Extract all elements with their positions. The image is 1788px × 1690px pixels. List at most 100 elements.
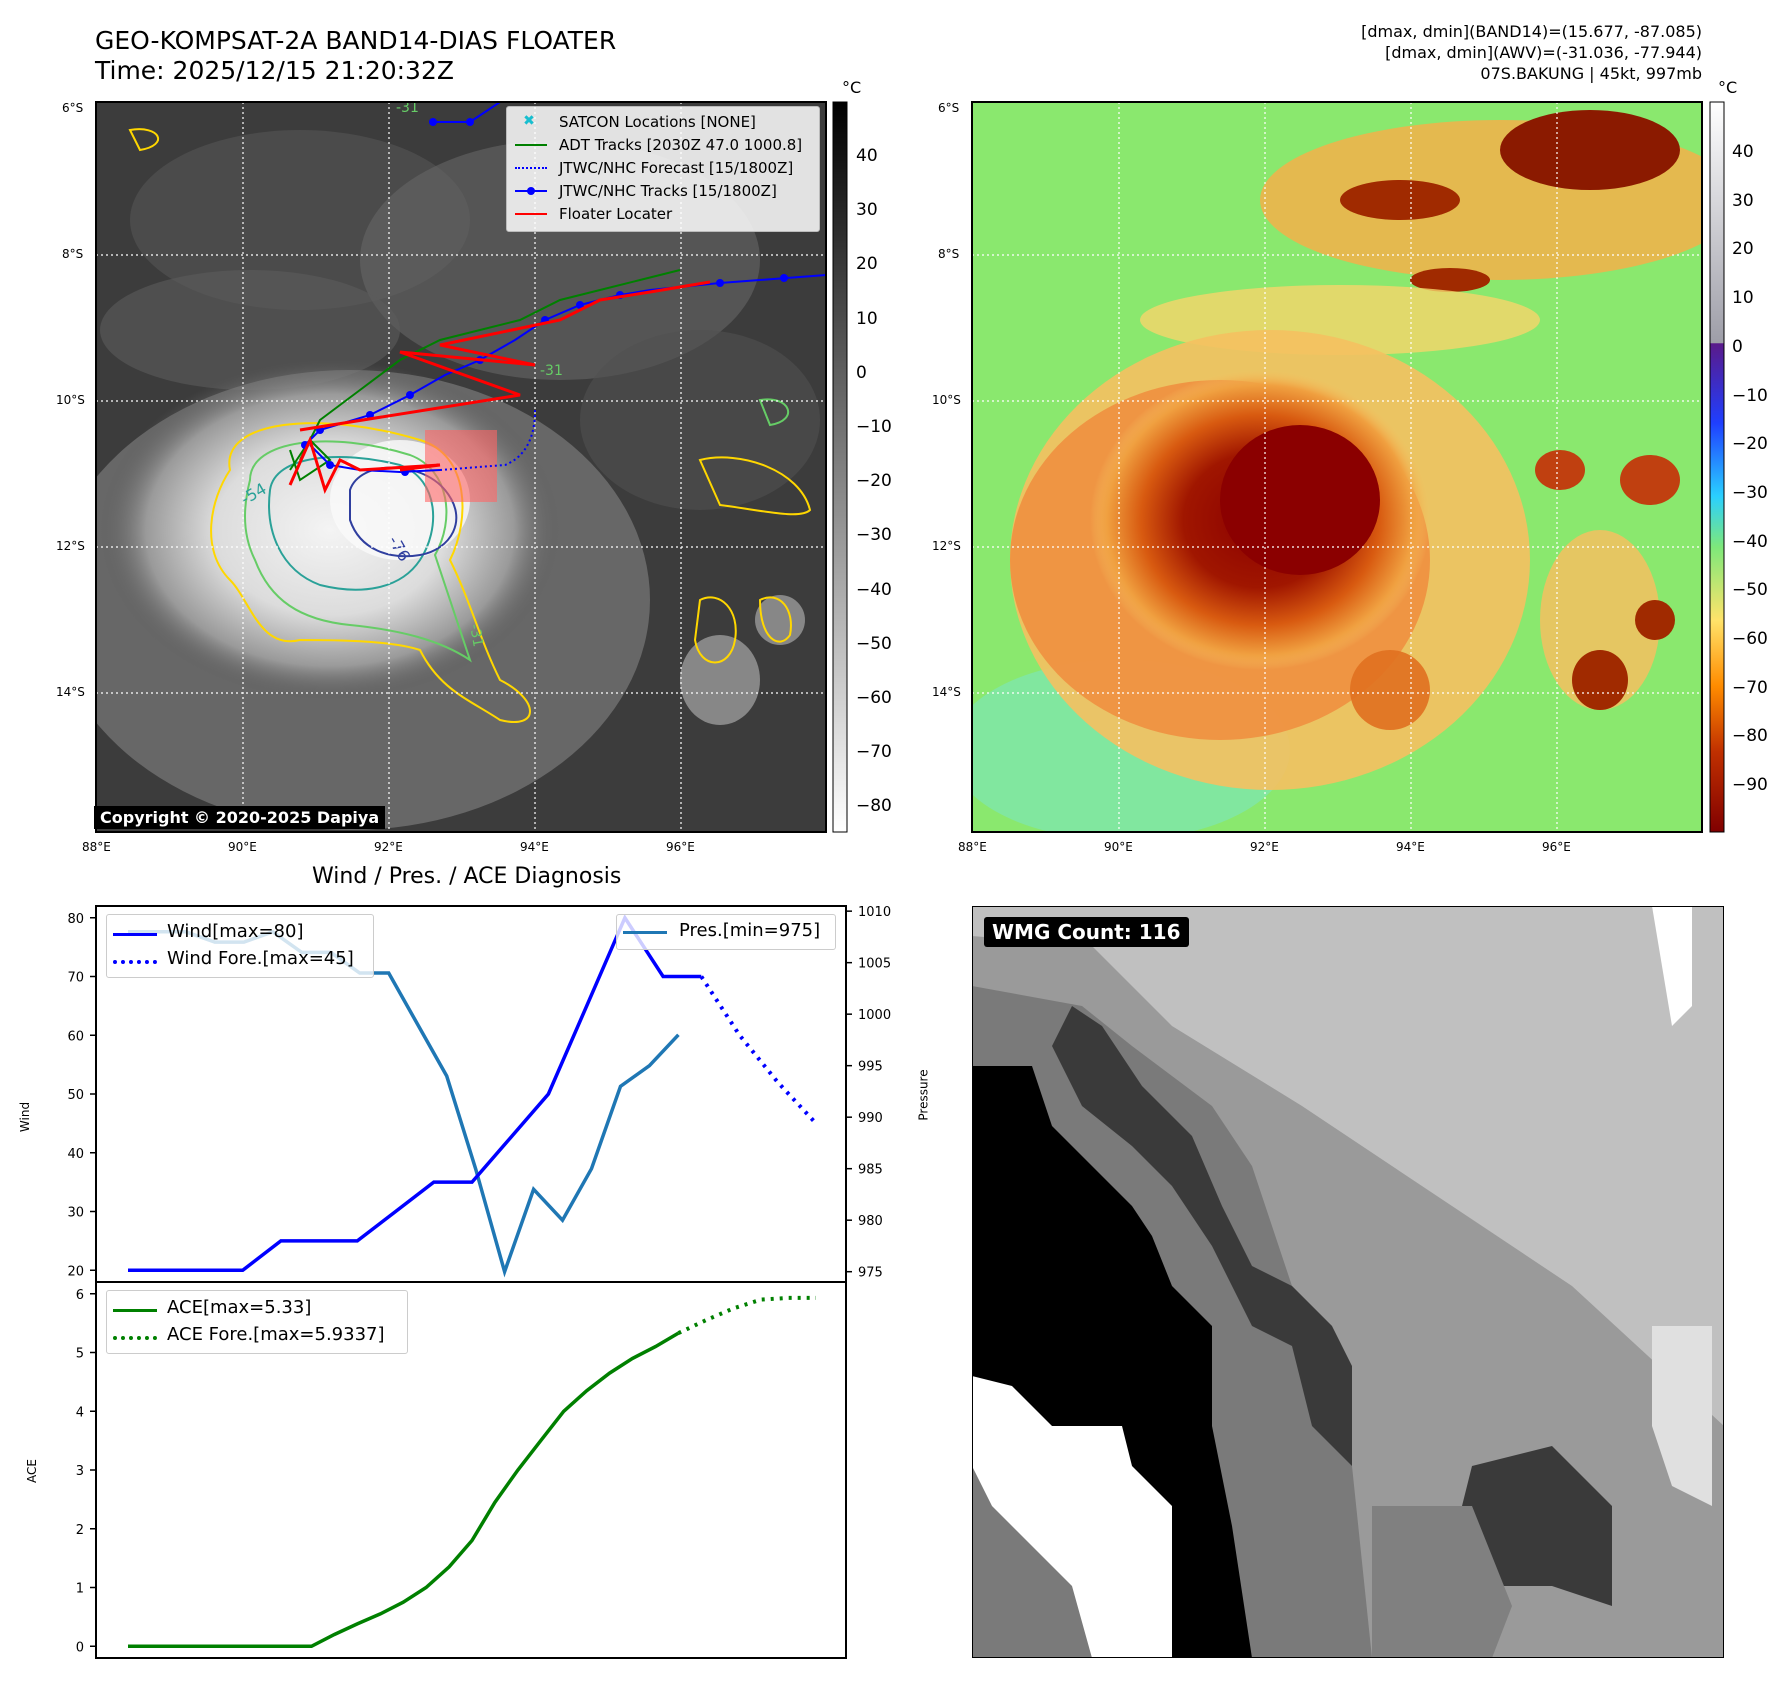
ace-fore-line-icon bbox=[113, 1336, 157, 1340]
ace-forecast-series-line bbox=[677, 1295, 816, 1335]
lon-label: 88°E bbox=[958, 840, 987, 854]
colorbar-tick-label: 40 bbox=[856, 146, 878, 166]
floater-line-icon bbox=[515, 213, 547, 215]
colorbar-tick-label: −10 bbox=[856, 417, 892, 437]
awv-imagery bbox=[972, 102, 1702, 832]
colorbar-tick-label: 30 bbox=[1732, 190, 1754, 211]
legend-ace-fore: ACE Fore.[max=5.9337] bbox=[167, 1324, 385, 1345]
figure-time: Time: 2025/12/15 21:20:32Z bbox=[95, 56, 454, 85]
lat-label: 12°S bbox=[56, 539, 85, 553]
lon-label: 94°E bbox=[520, 840, 549, 854]
adt-line-icon bbox=[515, 144, 547, 146]
track-dot-icon bbox=[527, 187, 535, 195]
colorbar-tick-label: −70 bbox=[1732, 677, 1768, 698]
colorbar-tick-label: 40 bbox=[1732, 142, 1754, 162]
lat-label: 8°S bbox=[62, 247, 84, 261]
legend-floater: Floater Locater bbox=[559, 205, 673, 223]
info-band14: [dmax, dmin](BAND14)=(15.677, -87.085) bbox=[1361, 22, 1702, 41]
lon-label: 92°E bbox=[1250, 840, 1279, 854]
colorbar-tick-label: 30 bbox=[856, 200, 878, 221]
colorbar-tick-label: −30 bbox=[856, 525, 892, 546]
lon-label: 90°E bbox=[228, 840, 257, 854]
lon-label: 94°E bbox=[1396, 840, 1425, 854]
colorbar-tick-label: −80 bbox=[1732, 726, 1768, 747]
colorbar-tick-label: −20 bbox=[856, 471, 892, 492]
ace-axis-label: ACE bbox=[24, 1459, 39, 1483]
diagnosis-title: Wind / Pres. / ACE Diagnosis bbox=[312, 864, 622, 889]
satcon-marker-icon: ✖ bbox=[523, 113, 535, 129]
axis-tick-label: 5 bbox=[76, 1347, 84, 1362]
axis-tick-label: 20 bbox=[67, 1264, 84, 1279]
lon-label: 92°E bbox=[374, 840, 403, 854]
lat-label: 14°S bbox=[932, 685, 961, 699]
axis-tick-label: 995 bbox=[858, 1060, 883, 1075]
lon-label: 96°E bbox=[666, 840, 695, 854]
forecast-line-icon bbox=[515, 167, 547, 169]
colorbar-tick-label: 0 bbox=[856, 362, 867, 383]
pressure-legend: Pres.[min=975] bbox=[616, 914, 836, 950]
figure-title: GEO-KOMPSAT-2A BAND14-DIAS FLOATER bbox=[95, 26, 617, 55]
lat-label: 8°S bbox=[938, 247, 960, 261]
ir-colorbar-unit: °C bbox=[842, 78, 862, 97]
axis-tick-label: 980 bbox=[858, 1214, 883, 1229]
info-awv: [dmax, dmin](AWV)=(-31.036, -77.944) bbox=[1385, 43, 1702, 62]
axis-tick-label: 70 bbox=[67, 971, 84, 986]
ace-line-icon bbox=[113, 1309, 157, 1312]
lat-label: 12°S bbox=[932, 539, 961, 553]
colorbar-tick-label: −10 bbox=[1732, 385, 1768, 406]
axis-tick-label: 1 bbox=[76, 1582, 84, 1597]
axis-tick-label: 30 bbox=[67, 1206, 84, 1221]
colorbar-tick-label: −80 bbox=[856, 796, 892, 817]
axis-tick-label: 1010 bbox=[858, 905, 891, 920]
lat-label: 10°S bbox=[932, 393, 961, 407]
colorbar-tick-label: −20 bbox=[1732, 434, 1768, 455]
lon-label: 88°E bbox=[82, 840, 111, 854]
lat-label: 10°S bbox=[56, 393, 85, 407]
lat-label: 6°S bbox=[938, 101, 960, 115]
lon-label: 96°E bbox=[1542, 840, 1571, 854]
colorbar-tick-label: 20 bbox=[856, 254, 878, 275]
wind-series-line bbox=[128, 914, 702, 1273]
pressure-axis-label: Pressure bbox=[916, 1069, 931, 1121]
wind-axis-label: Wind bbox=[18, 1101, 33, 1133]
wind-fore-line-icon bbox=[113, 960, 157, 964]
wind-forecast-series-line bbox=[699, 975, 818, 1125]
colorbar-tick-label: −90 bbox=[1732, 775, 1768, 796]
lat-label: 6°S bbox=[62, 101, 84, 115]
axis-tick-label: 1000 bbox=[858, 1008, 891, 1023]
colorbar-tick-label: 10 bbox=[856, 308, 878, 329]
axis-tick-label: 3 bbox=[76, 1464, 84, 1479]
legend-wind-fore: Wind Fore.[max=45] bbox=[167, 948, 354, 969]
pressure-line-icon bbox=[623, 931, 667, 934]
colorbar-tick-label: 10 bbox=[1732, 288, 1754, 309]
axis-tick-label: 985 bbox=[858, 1163, 883, 1178]
lat-label: 14°S bbox=[56, 685, 85, 699]
wmg-count-label: WMG Count: 116 bbox=[984, 917, 1189, 947]
ace-legend: ACE[max=5.33] ACE Fore.[max=5.9337] bbox=[106, 1290, 408, 1354]
contour-label: -31 bbox=[396, 100, 419, 116]
axis-tick-label: 0 bbox=[76, 1640, 84, 1655]
axis-tick-label: 60 bbox=[67, 1029, 84, 1044]
colorbar-tick-label: −40 bbox=[1732, 531, 1768, 552]
legend-adt: ADT Tracks [2030Z 47.0 1000.8] bbox=[559, 136, 803, 154]
ace-series-line bbox=[128, 1331, 680, 1649]
colorbar-tick-label: −30 bbox=[1732, 482, 1768, 503]
axis-tick-label: 4 bbox=[76, 1405, 84, 1420]
axis-tick-label: 40 bbox=[67, 1147, 84, 1162]
colorbar-tick-label: 0 bbox=[1732, 336, 1743, 357]
legend-ace: ACE[max=5.33] bbox=[167, 1297, 312, 1318]
legend-wind: Wind[max=80] bbox=[167, 921, 304, 942]
colorbar-tick-label: −50 bbox=[1732, 580, 1768, 601]
axis-tick-label: 1005 bbox=[858, 957, 891, 972]
colorbar-tick-label: −70 bbox=[856, 742, 892, 763]
axis-tick-label: 2 bbox=[76, 1523, 84, 1538]
colorbar-tick-label: −60 bbox=[856, 688, 892, 708]
colorbar-tick-label: −50 bbox=[856, 633, 892, 654]
wmg-panel bbox=[972, 906, 1724, 1658]
legend-forecast: JTWC/NHC Forecast [15/1800Z] bbox=[559, 159, 794, 177]
legend-satcon: SATCON Locations [NONE] bbox=[559, 113, 756, 131]
info-storm: 07S.BAKUNG | 45kt, 997mb bbox=[1480, 64, 1702, 83]
axis-tick-label: 990 bbox=[858, 1111, 883, 1126]
ir-legend: ✖ SATCON Locations [NONE] ADT Tracks [20… bbox=[506, 106, 820, 232]
